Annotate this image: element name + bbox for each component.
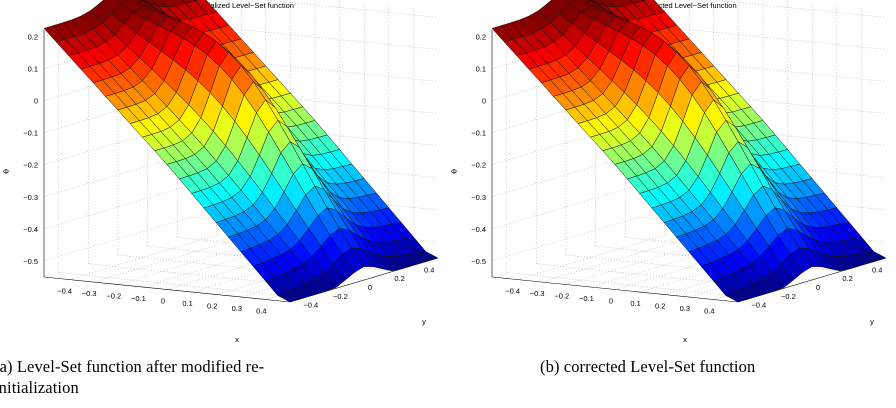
caption-line: (a) Level-Set function after modified re…	[0, 356, 434, 377]
z-tick-label: −0.4	[471, 225, 486, 234]
z-tick-label: 0.2	[476, 32, 486, 41]
z-tick-label: −0.3	[471, 193, 486, 202]
x-tick-label: −0.1	[131, 294, 146, 303]
surface-plot-a: re−initialized Level−Set function −0.4 −0…	[0, 0, 448, 408]
x-tick-label: 0.2	[207, 302, 217, 311]
z-tick-label: −0.1	[23, 129, 38, 138]
z-tick-label: −0.5	[23, 257, 38, 266]
x-tick-label: 0.1	[182, 299, 192, 308]
y-tick-label: −0.2	[333, 292, 348, 301]
x-tick-label: 0	[609, 297, 613, 306]
z-tick-label: 0.1	[28, 64, 38, 73]
x-axis-label: x	[235, 335, 239, 344]
z-tick-label: −0.4	[23, 225, 38, 234]
figure-caption-b: (b) corrected Level-Set function	[540, 356, 880, 377]
z-tick-label: 0.1	[476, 64, 486, 73]
z-tick-label: −0.2	[23, 161, 38, 170]
x-tick-label: 0.1	[630, 299, 640, 308]
x-tick-label: −0.2	[106, 292, 121, 301]
z-tick-label: 0	[34, 97, 38, 106]
figure-panel-a: re−initialized Level−Set function −0.4 −0…	[0, 0, 448, 408]
z-tick-label: −0.2	[471, 161, 486, 170]
x-tick-label: 0	[161, 297, 165, 306]
y-axis-label: y	[870, 317, 874, 326]
y-tick-label: −0.4	[303, 301, 318, 310]
surface-plot-b: corrected Level−Set function −0.4 −0.3 −0.…	[448, 0, 896, 408]
z-tick-label: −0.3	[23, 193, 38, 202]
y-axis-label: y	[422, 317, 426, 326]
z-tick-label: 0	[482, 97, 486, 106]
y-tick-label: −0.2	[781, 292, 796, 301]
x-tick-label: 0.3	[232, 304, 242, 313]
figure-panel-b: corrected Level−Set function −0.4 −0.3 −0.…	[448, 0, 896, 408]
y-tick-label: 0.2	[842, 274, 852, 283]
y-tick-label: 0	[816, 283, 820, 292]
surface-mesh	[492, 0, 886, 302]
x-tick-label: 0.2	[655, 302, 665, 311]
z-tick-labels: 0.2 0.1 0 −0.1 −0.2 −0.3 −0.4 −0.5	[471, 32, 486, 266]
z-axis-label: Φ	[451, 167, 457, 176]
x-tick-label: −0.4	[505, 287, 520, 296]
x-tick-label: 0.4	[256, 307, 266, 316]
x-tick-label: −0.2	[554, 292, 569, 301]
y-tick-label: 0.2	[394, 274, 404, 283]
x-tick-labels: −0.4 −0.3 −0.2 −0.1 0 0.1 0.2 0.3 0.4	[57, 287, 266, 316]
x-tick-label: 0.3	[680, 304, 690, 313]
z-tick-label: −0.1	[471, 129, 486, 138]
x-tick-label: −0.3	[82, 289, 97, 298]
y-tick-label: 0	[368, 283, 372, 292]
x-tick-label: 0.4	[704, 307, 714, 316]
x-tick-label: −0.4	[57, 287, 72, 296]
z-tick-labels: 0.2 0.1 0 −0.1 −0.2 −0.3 −0.4 −0.5	[23, 32, 38, 266]
figure-caption-a: (a) Level-Set function after modified re…	[0, 356, 434, 398]
x-tick-label: −0.1	[579, 294, 594, 303]
y-tick-label: 0.4	[872, 265, 882, 274]
z-axis-label: Φ	[3, 167, 9, 176]
z-tick-label: 0.2	[28, 32, 38, 41]
caption-line: initialization	[0, 377, 434, 398]
surface-mesh	[44, 0, 438, 302]
x-tick-label: −0.3	[530, 289, 545, 298]
y-tick-label: 0.4	[424, 265, 434, 274]
y-tick-label: −0.4	[751, 301, 766, 310]
caption-line: (b) corrected Level-Set function	[540, 356, 880, 377]
x-axis-label: x	[683, 335, 687, 344]
z-tick-label: −0.5	[471, 257, 486, 266]
x-tick-labels: −0.4 −0.3 −0.2 −0.1 0 0.1 0.2 0.3 0.4	[505, 287, 714, 316]
